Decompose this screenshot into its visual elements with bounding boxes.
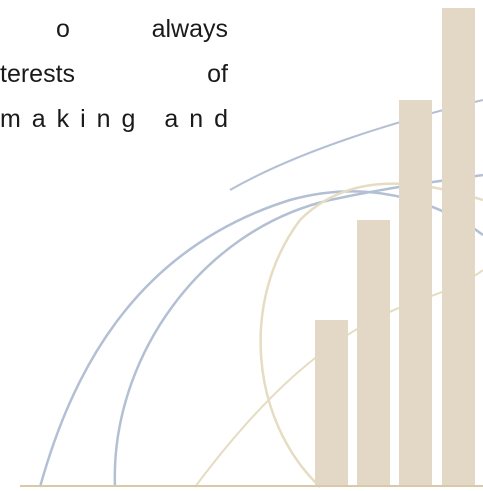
decoration	[20, 8, 483, 488]
bar	[399, 100, 432, 486]
bar	[315, 320, 348, 486]
curve	[113, 173, 483, 488]
word: of	[207, 60, 228, 88]
bar	[442, 8, 475, 486]
word: o	[56, 15, 70, 43]
word: terests	[0, 60, 75, 88]
word: always	[152, 15, 228, 43]
word: making and	[0, 105, 228, 133]
bar	[357, 220, 390, 486]
